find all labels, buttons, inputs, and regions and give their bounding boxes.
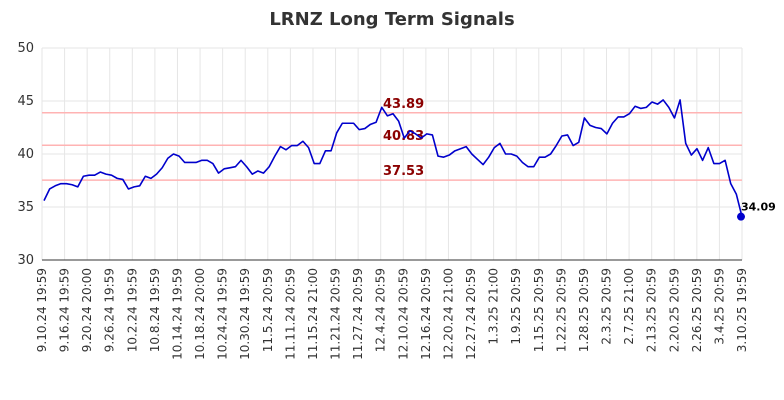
signal-level-label: 43.89 (383, 97, 424, 112)
x-tick-label: 11.11.24 20:59 (283, 268, 297, 360)
x-tick-label: 12.16.24 20:59 (419, 268, 433, 360)
x-tick-label: 12.4.24 20:59 (374, 268, 388, 352)
x-tick-label: 1.9.25 20:59 (509, 268, 523, 345)
x-tick-label: 9.20.24 20:00 (80, 268, 94, 352)
y-tick-label: 50 (17, 41, 34, 56)
x-tick-label: 10.2.24 19:59 (125, 268, 139, 352)
x-tick-label: 2.3.25 20:59 (600, 268, 614, 345)
last-point-group: 34.09 (737, 201, 776, 221)
x-tick-label: 9.26.24 19:59 (103, 268, 117, 352)
series-group (43, 99, 743, 217)
last-point-label: 34.09 (741, 201, 776, 214)
y-tick-label: 30 (17, 253, 34, 268)
chart-title: LRNZ Long Term Signals (269, 9, 514, 30)
x-tick-label: 11.27.24 20:59 (351, 268, 365, 360)
chart-grid (41, 47, 743, 261)
y-axis: 30 35 40 45 50 (17, 41, 742, 268)
signal-level-label: 37.53 (383, 164, 424, 179)
y-tick-label: 40 (17, 147, 34, 162)
x-tick-label: 12.10.24 20:59 (396, 268, 410, 360)
x-tick-label: 9.16.24 19:59 (58, 268, 72, 352)
x-axis: 9.10.24 19:59 9.16.24 19:59 9.20.24 20:00 9… (35, 268, 749, 360)
x-tick-label: 1.15.25 20:59 (532, 268, 546, 352)
x-tick-label: 10.30.24 19:59 (238, 268, 252, 360)
x-tick-label: 2.20.25 20:59 (667, 268, 681, 352)
x-tick-label: 10.14.24 19:59 (170, 268, 184, 360)
x-tick-label: 11.5.24 20:59 (261, 268, 275, 352)
x-tick-label: 11.15.24 21:00 (306, 268, 320, 360)
x-tick-label: 10.8.24 19:59 (148, 268, 162, 352)
x-tick-label: 1.22.25 20:59 (554, 268, 568, 352)
x-tick-label: 12.27.24 20:59 (464, 268, 478, 360)
x-tick-label: 11.21.24 20:59 (329, 268, 343, 360)
x-tick-label: 10.18.24 20:00 (193, 268, 207, 360)
x-tick-label: 2.7.25 21:00 (622, 268, 636, 345)
x-tick-label: 10.24.24 19:59 (216, 268, 230, 360)
x-tick-label: 2.13.25 20:59 (645, 268, 659, 352)
x-tick-label: 3.4.25 20:59 (712, 268, 726, 345)
x-tick-label: 3.10.25 19:59 (735, 268, 749, 352)
x-tick-label: 1.28.25 20:59 (577, 268, 591, 352)
y-tick-label: 35 (17, 200, 34, 215)
last-point-marker (737, 212, 745, 221)
x-tick-label: 12.20.24 21:00 (441, 268, 455, 360)
y-tick-label: 45 (17, 94, 34, 109)
x-tick-label: 1.3.25 21:00 (487, 268, 501, 345)
x-tick-label: 9.10.24 19:59 (35, 268, 49, 352)
series-line (43, 99, 743, 217)
x-tick-label: 2.26.25 20:59 (690, 268, 704, 352)
